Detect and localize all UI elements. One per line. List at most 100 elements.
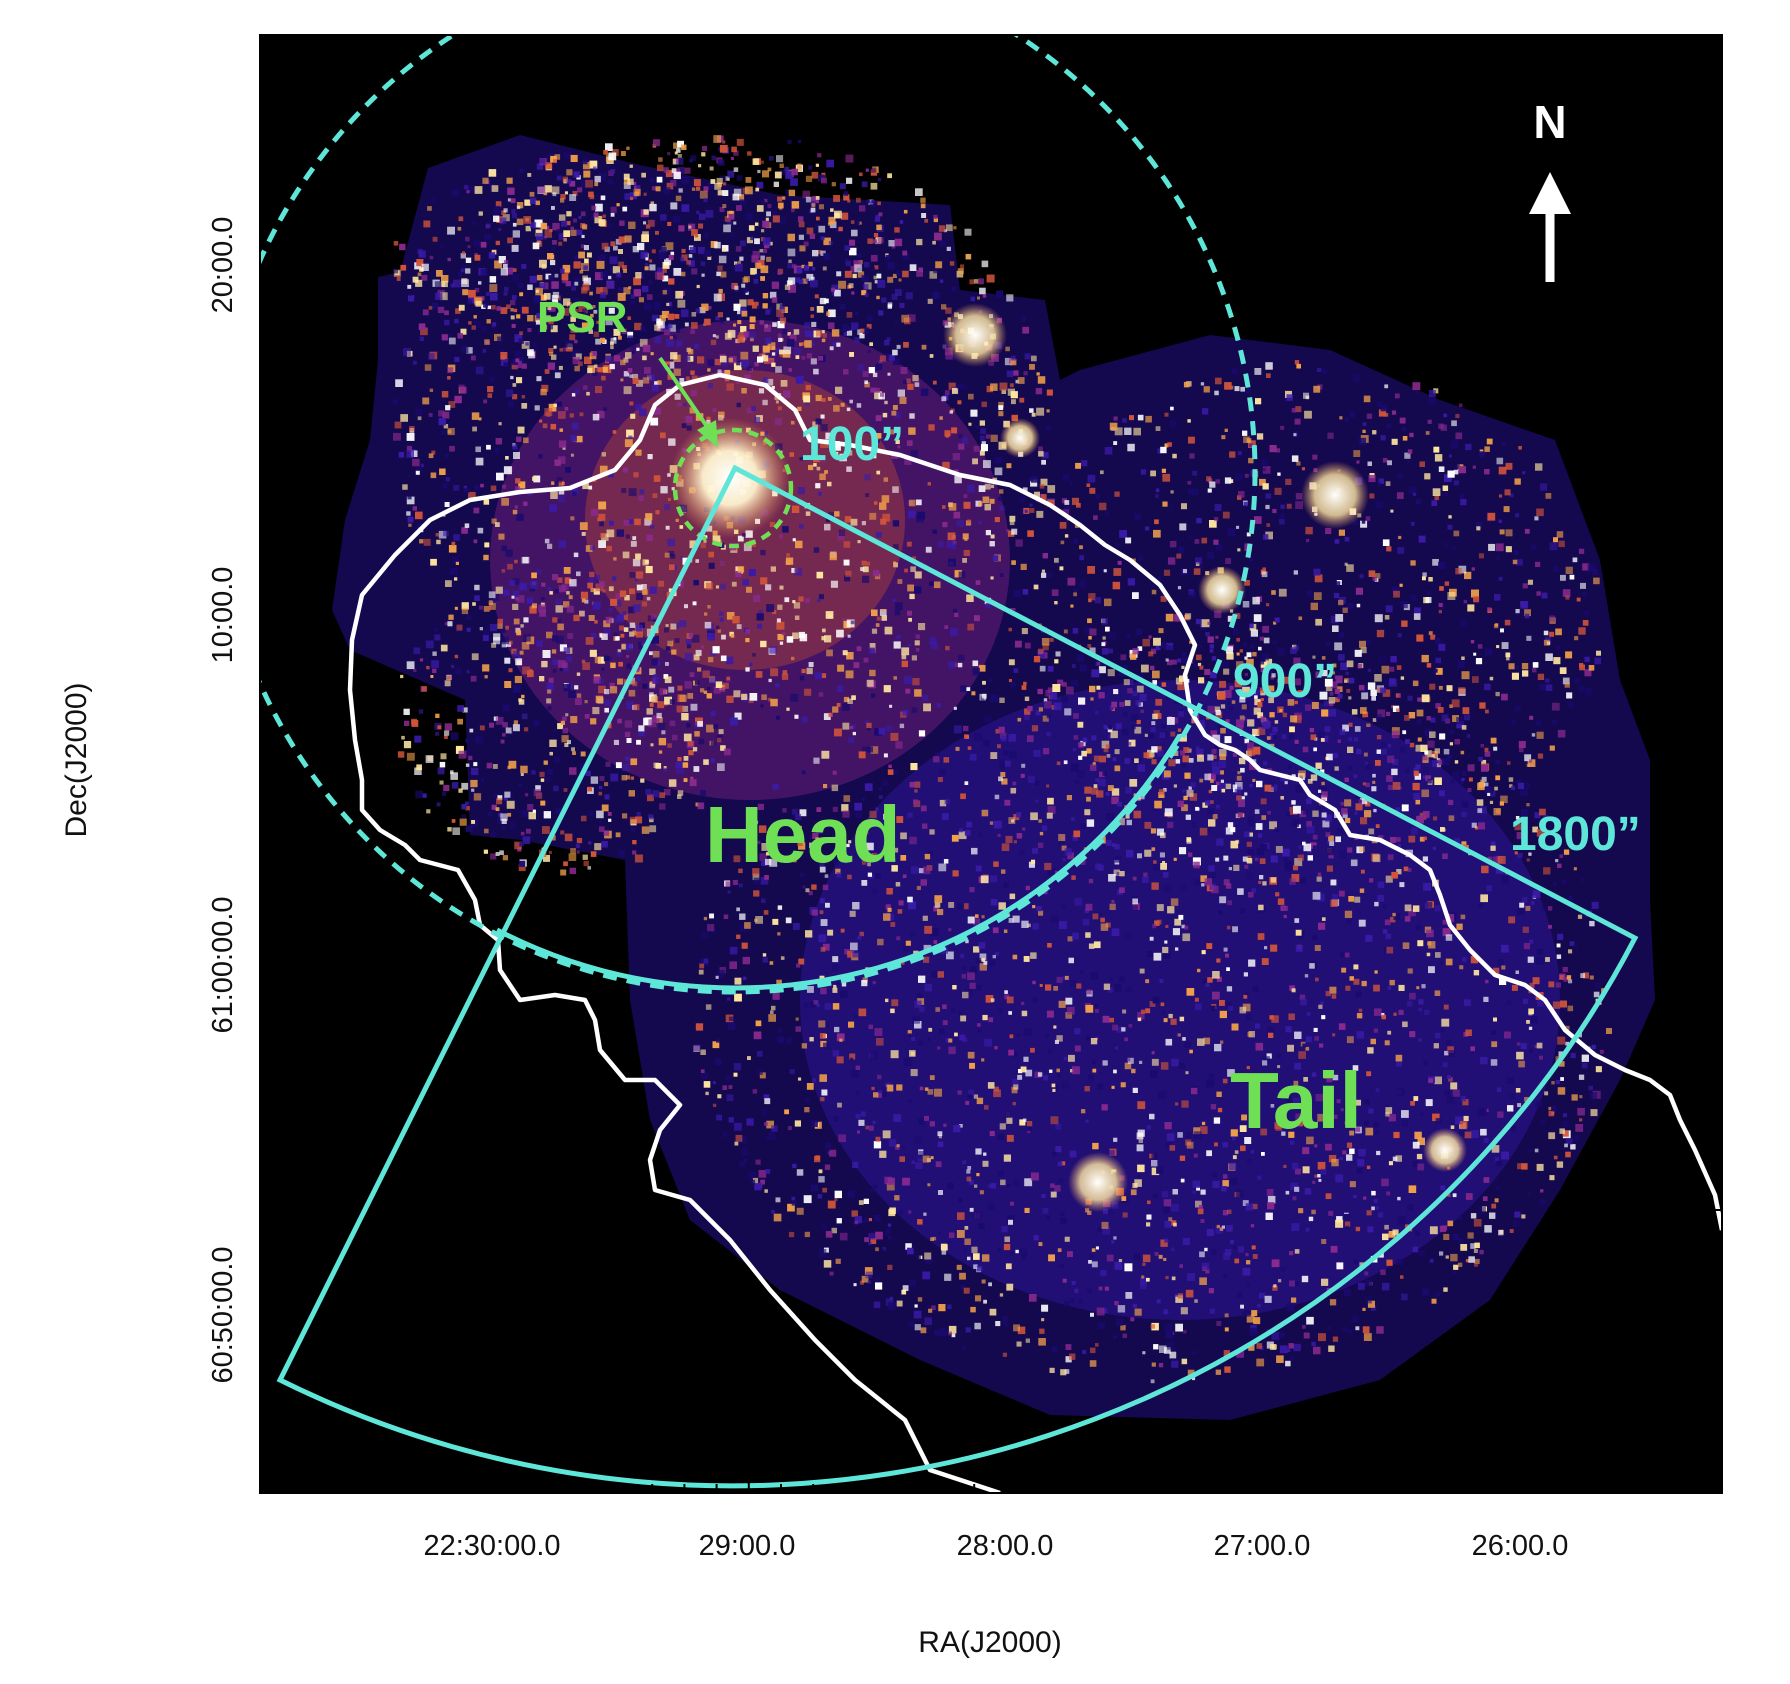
emission-speckle [793,602,801,609]
emission-speckle [865,853,874,861]
emission-speckle [1548,1106,1552,1110]
emission-speckle [1329,1299,1337,1306]
emission-speckle [982,496,990,504]
emission-speckle [1393,913,1401,920]
emission-speckle [675,195,682,202]
emission-speckle [1335,1219,1344,1228]
emission-speckle [551,206,555,210]
emission-speckle [806,1083,814,1090]
emission-speckle [1046,425,1052,431]
emission-speckle [764,875,769,880]
emission-speckle [1246,1260,1251,1265]
emission-speckle [762,293,769,299]
emission-speckle [1232,1136,1236,1141]
emission-speckle [624,235,632,243]
emission-speckle [1297,690,1303,696]
emission-speckle [920,203,926,209]
emission-speckle [721,360,728,367]
emission-speckle [513,452,520,459]
emission-speckle [674,314,680,319]
emission-speckle [1377,881,1385,889]
emission-speckle [1441,714,1449,722]
emission-speckle [1367,1226,1374,1233]
emission-speckle [1049,691,1058,700]
emission-speckle [871,852,878,859]
emission-speckle [834,1190,842,1199]
emission-speckle [1029,364,1035,370]
emission-speckle [419,336,425,341]
emission-speckle [1395,1054,1403,1062]
emission-speckle [933,905,939,912]
emission-speckle [967,1166,972,1170]
emission-speckle [521,263,527,269]
emission-speckle [1156,919,1162,925]
emission-speckle [1112,757,1117,762]
emission-speckle [1025,1338,1030,1343]
emission-speckle [844,245,850,251]
emission-speckle [707,306,712,310]
emission-speckle [1543,867,1551,875]
emission-speckle [1038,910,1044,916]
emission-speckle [924,1115,929,1121]
emission-speckle [756,1050,763,1057]
emission-speckle [893,676,897,680]
emission-speckle [830,580,838,588]
emission-speckle [546,153,554,160]
emission-speckle [1021,1254,1027,1260]
emission-speckle [964,734,969,739]
emission-speckle [1285,1026,1292,1033]
emission-speckle [576,672,581,676]
emission-speckle [1074,1288,1079,1293]
emission-speckle [1286,1303,1295,1312]
emission-speckle [1062,682,1067,687]
emission-speckle [843,541,851,548]
emission-speckle [630,345,636,351]
emission-speckle [609,267,614,272]
emission-speckle [726,220,733,226]
emission-speckle [899,397,907,404]
emission-speckle [1151,1322,1159,1331]
emission-speckle [1007,530,1015,537]
emission-speckle [1447,754,1452,760]
emission-speckle [1038,1338,1046,1346]
emission-speckle [1055,1146,1062,1153]
emission-speckle [912,556,916,561]
emission-speckle [673,268,682,276]
emission-speckle [552,240,557,245]
emission-speckle [431,302,439,309]
emission-speckle [780,956,785,960]
emission-speckle [1376,1150,1381,1156]
emission-speckle [626,701,634,709]
emission-speckle [920,1327,927,1334]
emission-speckle [907,584,915,592]
emission-speckle [979,287,986,295]
emission-speckle [914,382,920,387]
emission-speckle [593,212,599,218]
emission-speckle [524,199,531,206]
emission-speckle [1071,1066,1080,1075]
emission-speckle [1032,847,1038,854]
emission-speckle [832,834,840,843]
emission-speckle [635,553,641,560]
emission-speckle [1222,1078,1228,1084]
emission-speckle [516,202,524,209]
emission-speckle [1442,919,1448,925]
emission-speckle [1382,929,1388,934]
emission-speckle [673,142,680,149]
emission-speckle [1022,326,1030,334]
emission-speckle [773,181,779,187]
emission-speckle [605,143,613,151]
emission-speckle [1226,652,1234,660]
emission-speckle [854,802,863,811]
emission-speckle [402,348,411,356]
emission-speckle [1446,1095,1455,1104]
emission-speckle [653,475,661,482]
emission-speckle [1102,636,1106,640]
emission-speckle [540,597,545,601]
emission-speckle [1495,759,1501,765]
emission-speckle [931,970,938,978]
emission-speckle [642,377,650,384]
emission-speckle [834,289,841,297]
emission-speckle [514,505,518,509]
emission-speckle [1168,1217,1173,1222]
